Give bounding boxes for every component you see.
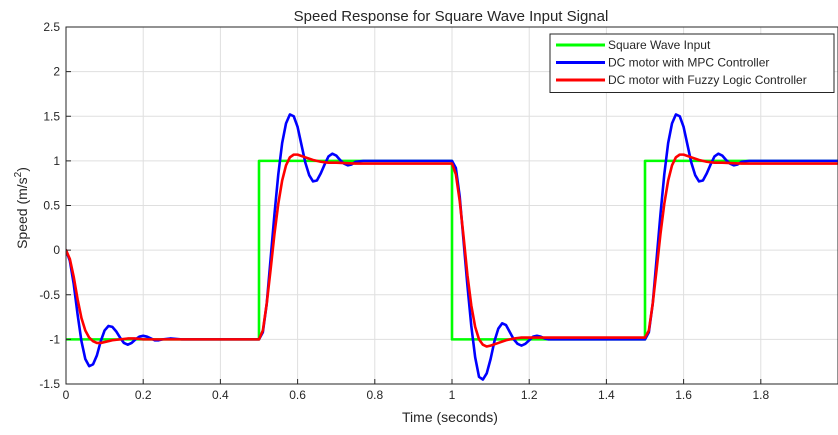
y-tick-label: -1.5	[39, 377, 60, 391]
series-line-2	[66, 113, 838, 381]
y-tick-label: -0.5	[39, 288, 60, 302]
x-tick-label: 0.4	[212, 388, 229, 402]
x-tick-label: 1.4	[598, 388, 615, 402]
y-tick-label: -1	[49, 332, 60, 346]
y-axis-ticks: -1.5 -1 -0.5 0 0.5 1 1.5 2 2.5	[39, 20, 71, 391]
y-axis-label-superscript: 2	[13, 171, 24, 177]
y-axis-label: Speed (m/s2)	[13, 167, 30, 249]
y-tick-label: 2	[53, 65, 60, 79]
x-tick-label: 0.6	[289, 388, 306, 402]
legend-label: DC motor with MPC Controller	[608, 56, 769, 70]
legend: Square Wave Input DC motor with MPC Contr…	[549, 33, 835, 93]
x-tick-label: 0.8	[366, 388, 383, 402]
series-line-1	[66, 159, 838, 341]
y-tick-label: 0.5	[43, 199, 60, 213]
x-tick-label: 1.6	[675, 388, 692, 402]
y-tick-label: 1.5	[43, 109, 60, 123]
chart-title: Speed Response for Square Wave Input Sig…	[294, 8, 609, 25]
y-tick-label: 0	[53, 243, 60, 257]
legend-label: DC motor with Fuzzy Logic Controller	[608, 73, 807, 87]
series-lines	[66, 113, 838, 381]
y-axis-label-close: )	[14, 167, 30, 172]
x-tick-label: 0	[63, 388, 70, 402]
x-tick-label: 0.2	[135, 388, 152, 402]
x-tick-label: 1	[449, 388, 456, 402]
y-tick-label: 1	[53, 154, 60, 168]
y-axis-label-main: Speed (m/s	[14, 177, 30, 249]
x-tick-label: 1.8	[752, 388, 769, 402]
x-tick-label: 1.2	[521, 388, 538, 402]
x-axis-label: Time (seconds)	[402, 409, 498, 425]
series-line-3	[66, 153, 838, 348]
y-tick-label: 2.5	[43, 20, 60, 34]
legend-label: Square Wave Input	[608, 38, 711, 52]
x-axis-ticks: 0 0.2 0.4 0.6 0.8 1 1.2 1.4 1.6 1.8	[63, 379, 769, 402]
